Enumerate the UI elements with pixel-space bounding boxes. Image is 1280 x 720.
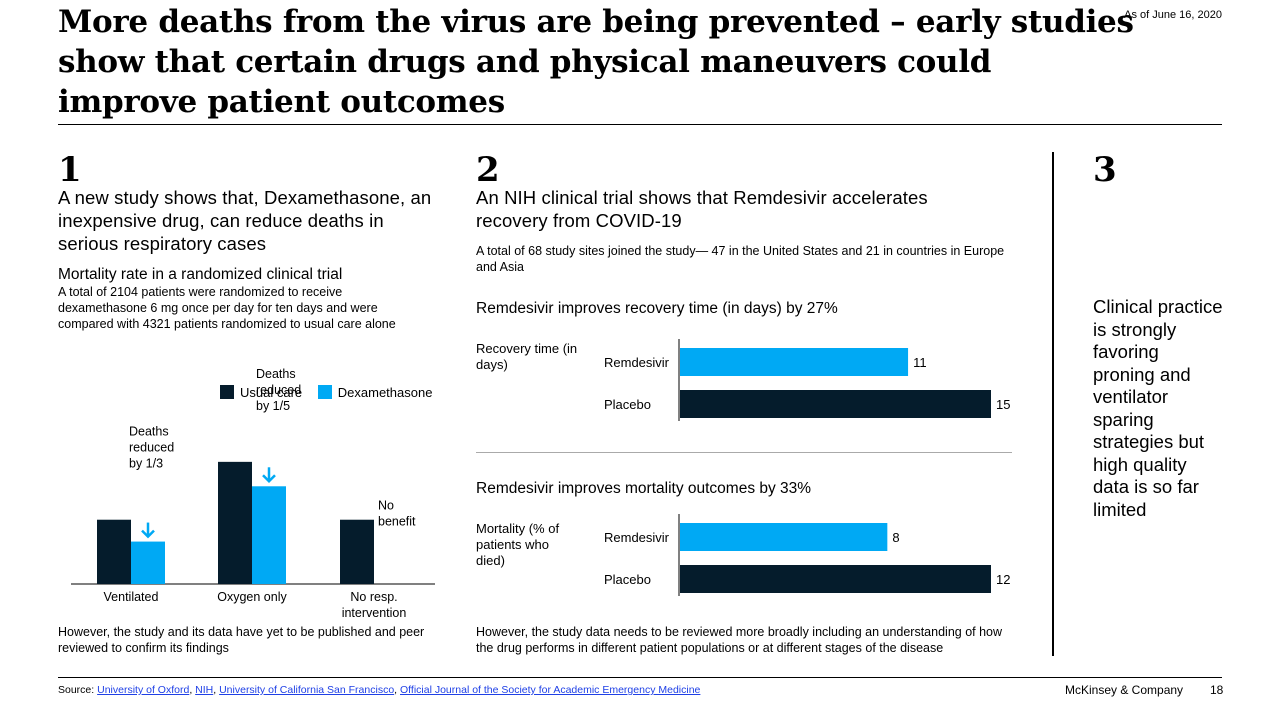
chart2-label-placebo: Placebo: [604, 397, 651, 412]
bar-usual-care-0: [97, 519, 131, 584]
chart-3-axis-label: Mortality (% of patients who died): [476, 521, 560, 568]
legend-swatch-usual-care: [220, 385, 234, 399]
annotation-arrowhead-1: [262, 474, 276, 484]
annotation-0-line0: Deaths: [129, 425, 169, 439]
chart2-bar-remdesivir: [680, 348, 909, 376]
section-1-heading: A new study shows that, Dexamethasone, a…: [58, 187, 432, 254]
annotation-2-line1: benefit: [378, 515, 416, 529]
chart-2-axis-label: Recovery time (in days): [476, 341, 578, 372]
annotation-1-line0: Deaths: [256, 367, 296, 381]
chart-3-title: Remdesivir improves mortality outcomes b…: [476, 480, 812, 497]
category-label-2-line2: intervention: [342, 606, 407, 620]
source-line: Source: University of Oxford, NIH, Unive…: [58, 684, 701, 696]
chart-3-mortality: Remdesivir 8 Placebo 12: [604, 514, 1010, 596]
chart-1-description: A total of 2104 patients were randomized…: [58, 285, 396, 331]
source-link-saem-journal[interactable]: Official Journal of the Society for Acad…: [400, 684, 701, 696]
chart-2-title: Remdesivir improves recovery time (in da…: [476, 300, 838, 317]
annotation-0-line1: reduced: [129, 441, 174, 455]
chart2-value-placebo: 15: [996, 397, 1010, 412]
annotation-2-line0: No: [378, 499, 394, 513]
bar-dexamethasone-0: [131, 541, 165, 584]
bar-usual-care-1: [218, 461, 252, 584]
source-label: Source:: [58, 684, 98, 696]
chart-1-title: Mortality rate in a randomized clinical …: [58, 266, 343, 283]
annotation-1-line1: reduced: [256, 383, 301, 397]
source-link-ucsf[interactable]: University of California San Francisco: [219, 684, 395, 696]
legend-label-usual-care: Usual care: [240, 385, 303, 400]
as-of-date: As of June 16, 2020: [1124, 9, 1222, 21]
brand-name: McKinsey & Company: [1065, 683, 1184, 697]
section-2-footnote: However, the study data needs to be revi…: [476, 625, 1003, 655]
bar-dexamethasone-1: [252, 486, 286, 584]
chart2-label-remdesivir: Remdesivir: [604, 355, 670, 370]
chart2-bar-placebo: [680, 390, 991, 418]
category-label-1: Oxygen only: [217, 590, 287, 604]
section-3-text: Clinical practice is strongly favoring p…: [1093, 296, 1223, 520]
bar-usual-care-2: [340, 519, 374, 584]
section-3-divider: [1052, 152, 1054, 656]
category-label-2: No resp.: [350, 590, 397, 604]
footer-divider: [58, 677, 1222, 678]
annotation-arrowhead-0: [141, 529, 155, 539]
chart3-label-remdesivir: Remdesivir: [604, 530, 670, 545]
category-label-0: Ventilated: [104, 590, 159, 604]
section-3-number: 3: [1093, 150, 1117, 190]
chart3-bar-remdesivir: [680, 523, 888, 551]
annotation-1-line2: by 1/5: [256, 399, 290, 413]
section-2-divider: [476, 452, 1012, 453]
annotation-0-line2: by 1/3: [129, 457, 163, 471]
chart3-bar-placebo: [680, 565, 991, 593]
section-2-heading: An NIH clinical trial shows that Remdesi…: [476, 187, 928, 231]
chart-1-dexamethasone: Ventilated Oxygen only No resp. interventio…: [71, 367, 435, 620]
chart3-value-placebo: 12: [996, 572, 1010, 587]
legend-swatch-dexamethasone: [317, 385, 332, 399]
source-link-oxford[interactable]: University of Oxford: [97, 684, 190, 696]
section-1-footnote: However, the study and its data have yet…: [58, 625, 425, 655]
chart-1-legend: Usual care Dexamethasone: [220, 385, 432, 401]
source-link-nih[interactable]: NIH: [195, 684, 214, 696]
chart3-value-remdesivir: 8: [892, 530, 899, 545]
legend-label-dexamethasone: Dexamethasone: [337, 385, 433, 400]
section-2-description: A total of 68 study sites joined the stu…: [476, 244, 1005, 274]
chart2-value-remdesivir: 11: [913, 355, 927, 370]
title-divider: [58, 124, 1222, 125]
page-number: 18: [1210, 683, 1224, 697]
chart-2-recovery-time: Remdesivir 11 Placebo 15: [604, 339, 1010, 421]
page-title: More deaths from the virus are being pre…: [58, 4, 1134, 120]
chart3-label-placebo: Placebo: [604, 572, 651, 587]
section-1-number: 1: [58, 150, 82, 190]
section-2-number: 2: [476, 150, 500, 190]
